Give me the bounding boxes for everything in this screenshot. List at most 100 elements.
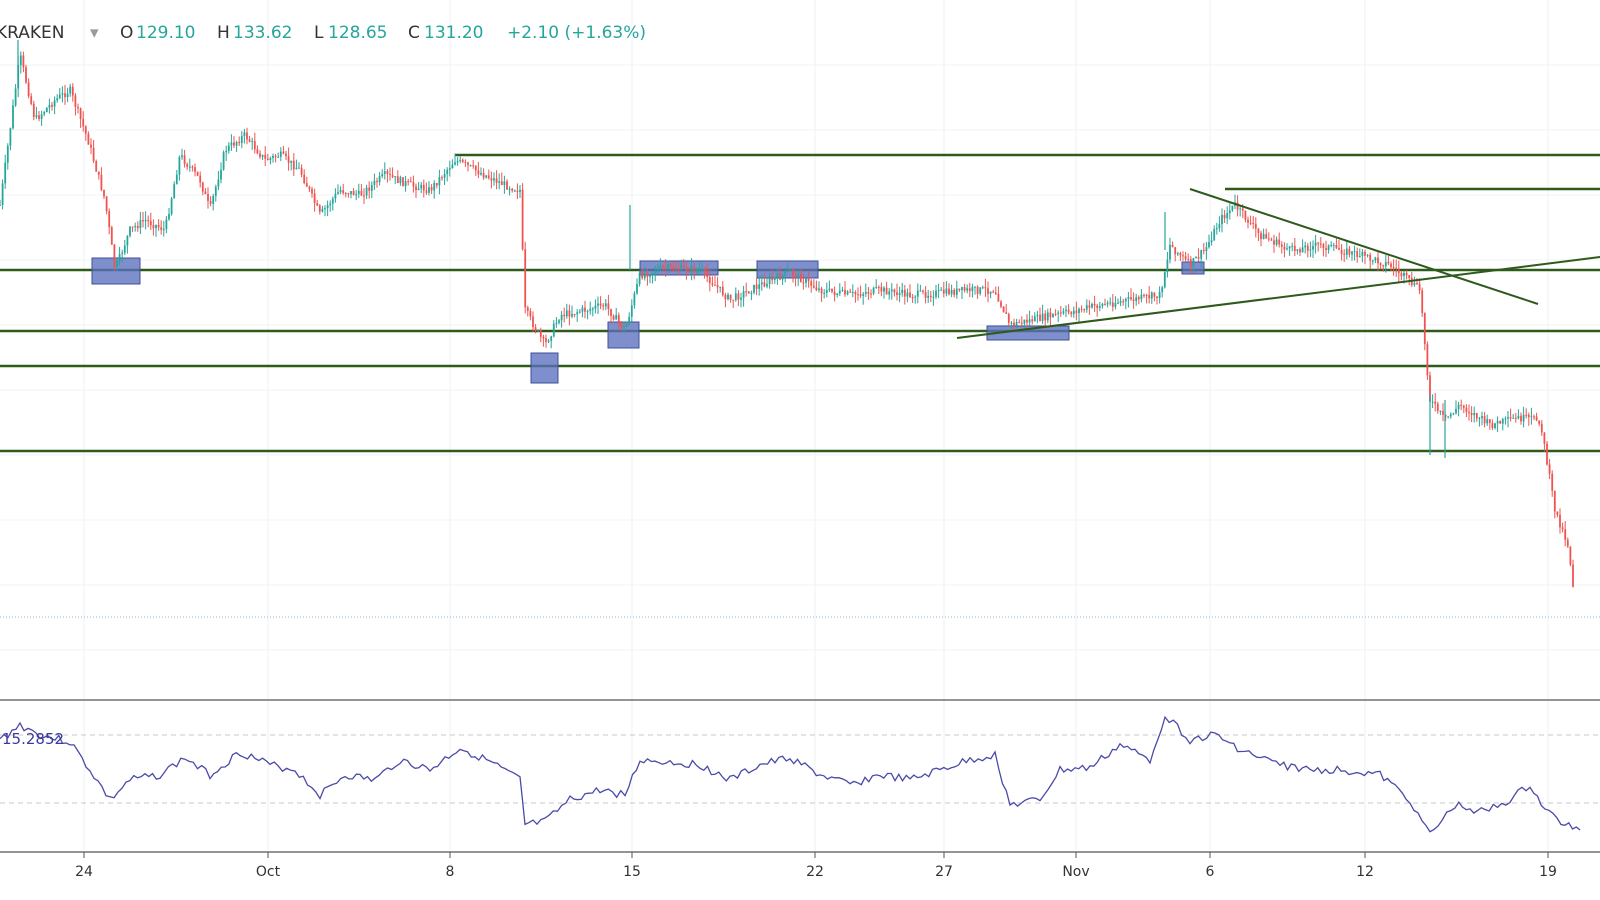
- candle-body-62: [160, 227, 163, 231]
- candle-body-263: [682, 265, 685, 268]
- candle-body-105: [272, 155, 274, 158]
- candle-body-104: [269, 157, 272, 160]
- candle-body-498: [1293, 245, 1296, 251]
- candle-body-151: [391, 174, 394, 178]
- candle-body-216: [560, 314, 563, 321]
- candle-body-163: [422, 184, 425, 191]
- candle-body-377: [979, 287, 982, 294]
- candle-body-262: [680, 265, 683, 270]
- candle-body-87: [225, 150, 228, 153]
- candle-body-30: [77, 106, 79, 109]
- candle-body-535: [1390, 263, 1392, 268]
- candle-body-276: [716, 285, 719, 288]
- candle-body-162: [420, 184, 423, 189]
- candle-body-583: [1514, 417, 1517, 419]
- candle-body-189: [490, 177, 493, 181]
- candle-body-33: [84, 126, 87, 134]
- candle-body-354: [919, 290, 922, 292]
- candle-body-227: [589, 308, 592, 311]
- candle-body-346: [898, 293, 901, 296]
- candle-body-247: [641, 272, 644, 279]
- candle-body-194: [503, 181, 506, 186]
- candle-body-198: [513, 190, 516, 192]
- candle-body-211: [547, 340, 550, 342]
- candle-body-264: [685, 267, 688, 272]
- candle-body-156: [404, 181, 407, 187]
- candle-body-395: [1026, 319, 1028, 323]
- candle-body-571: [1483, 416, 1486, 424]
- candle-body-54: [139, 220, 142, 229]
- candle-body-536: [1392, 267, 1395, 269]
- candle-body-499: [1296, 249, 1299, 251]
- candle-body-541: [1405, 272, 1408, 276]
- candle-body-168: [435, 182, 438, 186]
- candle-body-294: [763, 282, 766, 287]
- candle-body-202: [524, 249, 527, 308]
- candle-body-233: [604, 303, 607, 307]
- candle-body-310: [805, 278, 807, 283]
- candle-body-494: [1283, 246, 1286, 250]
- candle-body-448: [1163, 272, 1166, 288]
- candle-body-311: [807, 278, 810, 282]
- candle-body-79: [204, 191, 207, 194]
- symbol-label[interactable]: KRAKEN: [0, 23, 65, 43]
- candle-body-258: [669, 264, 672, 267]
- candle-body-374: [971, 286, 974, 292]
- candle-body-399: [1036, 314, 1039, 317]
- candle-body-601: [1561, 527, 1564, 530]
- candle-body-34: [87, 133, 90, 145]
- candle-body-550: [1429, 375, 1431, 402]
- candle-body-220: [571, 314, 573, 317]
- candle-body-221: [573, 314, 576, 316]
- candle-body-126: [326, 205, 329, 209]
- candle-body-329: [854, 292, 857, 295]
- candle-body-409: [1062, 311, 1065, 314]
- candle-body-132: [342, 190, 345, 194]
- candle-body-46: [118, 253, 121, 262]
- candle-body-439: [1140, 294, 1143, 300]
- candle-body-398: [1033, 316, 1036, 322]
- zone-box-1: [530, 352, 559, 384]
- candle-body-96: [248, 139, 251, 142]
- chevron-down-icon[interactable]: ▾: [90, 23, 99, 43]
- candle-body-452: [1174, 247, 1177, 255]
- candle-body-128: [331, 198, 334, 204]
- candle-body-25: [64, 93, 66, 98]
- candle-body-165: [428, 187, 430, 193]
- zone-box-2: [607, 321, 640, 349]
- candle-body-325: [844, 289, 846, 295]
- close-label: C: [408, 23, 420, 43]
- candle-body-146: [378, 176, 381, 183]
- candle-body-555: [1442, 410, 1444, 415]
- candle-body-66: [170, 198, 173, 214]
- candle-body-111: [287, 156, 290, 163]
- candle-body-590: [1533, 416, 1535, 418]
- candle-body-50: [129, 226, 131, 236]
- candle-body-411: [1067, 309, 1070, 313]
- candle-body-248: [643, 273, 646, 279]
- candle-body-547: [1421, 290, 1424, 313]
- candle-body-507: [1317, 242, 1320, 244]
- candle-body-318: [825, 290, 828, 293]
- candle-body-574: [1491, 423, 1494, 428]
- candle-body-599: [1556, 511, 1559, 515]
- candle-body-236: [612, 315, 615, 320]
- candle-body-232: [602, 305, 605, 307]
- candle-body-39: [100, 174, 103, 190]
- candle-body-368: [955, 288, 958, 295]
- candle-body-335: [870, 293, 872, 295]
- candle-body-24: [61, 93, 64, 95]
- candle-body-301: [781, 274, 784, 280]
- candle-body-322: [836, 293, 839, 296]
- candle-body-587: [1525, 414, 1528, 416]
- x-tick-label-5: 27: [935, 864, 953, 880]
- candle-body-16: [40, 114, 43, 120]
- candle-body-49: [126, 235, 129, 246]
- candle-body-502: [1304, 245, 1307, 248]
- candle-body-429: [1114, 303, 1117, 307]
- candle-body-109: [282, 151, 285, 154]
- candle-body-243: [630, 305, 633, 317]
- candle-body-77: [199, 175, 202, 183]
